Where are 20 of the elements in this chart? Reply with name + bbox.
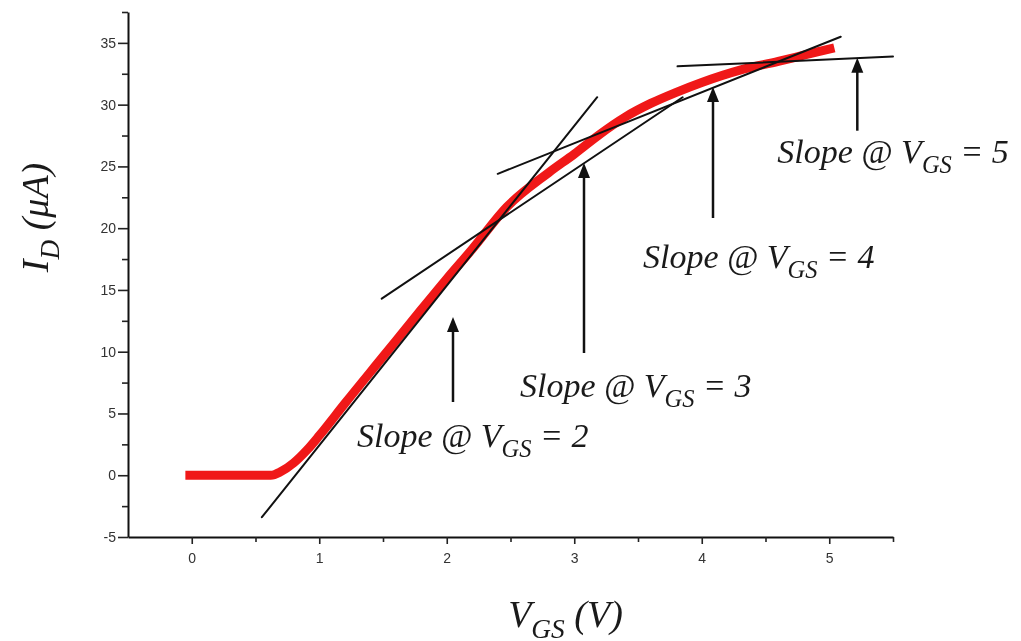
x-tick-label: 3 <box>570 549 579 566</box>
y-tick-label: 5 <box>108 405 117 422</box>
y-tick-label: 30 <box>100 96 117 113</box>
x-tick-label: 2 <box>443 549 452 566</box>
x-tick-label: 4 <box>698 549 707 566</box>
x-tick-label: 1 <box>315 549 324 566</box>
y-tick-label: 25 <box>100 158 117 175</box>
annotation: Slope @ V$_{GS}$ = 2 <box>357 417 589 463</box>
y-tick-label: 10 <box>100 343 117 360</box>
annotation: Slope @ V$_{GS}$ = 5 <box>777 132 1009 178</box>
annotation: Slope @ V$_{GS}$ = 3 <box>520 367 752 413</box>
y-tick-label: 20 <box>100 220 117 237</box>
y-tick-label: 0 <box>108 467 117 484</box>
annotation: Slope @ V$_{GS}$ = 4 <box>643 238 875 284</box>
x-axis-title: V$_{GS}$ (V) <box>508 593 623 641</box>
y-tick-label: 15 <box>100 281 117 298</box>
x-tick-label: 5 <box>825 549 834 566</box>
x-tick-label: 0 <box>188 549 197 566</box>
y-tick-label: 35 <box>100 34 117 51</box>
y-tick-label: -5 <box>103 528 117 545</box>
